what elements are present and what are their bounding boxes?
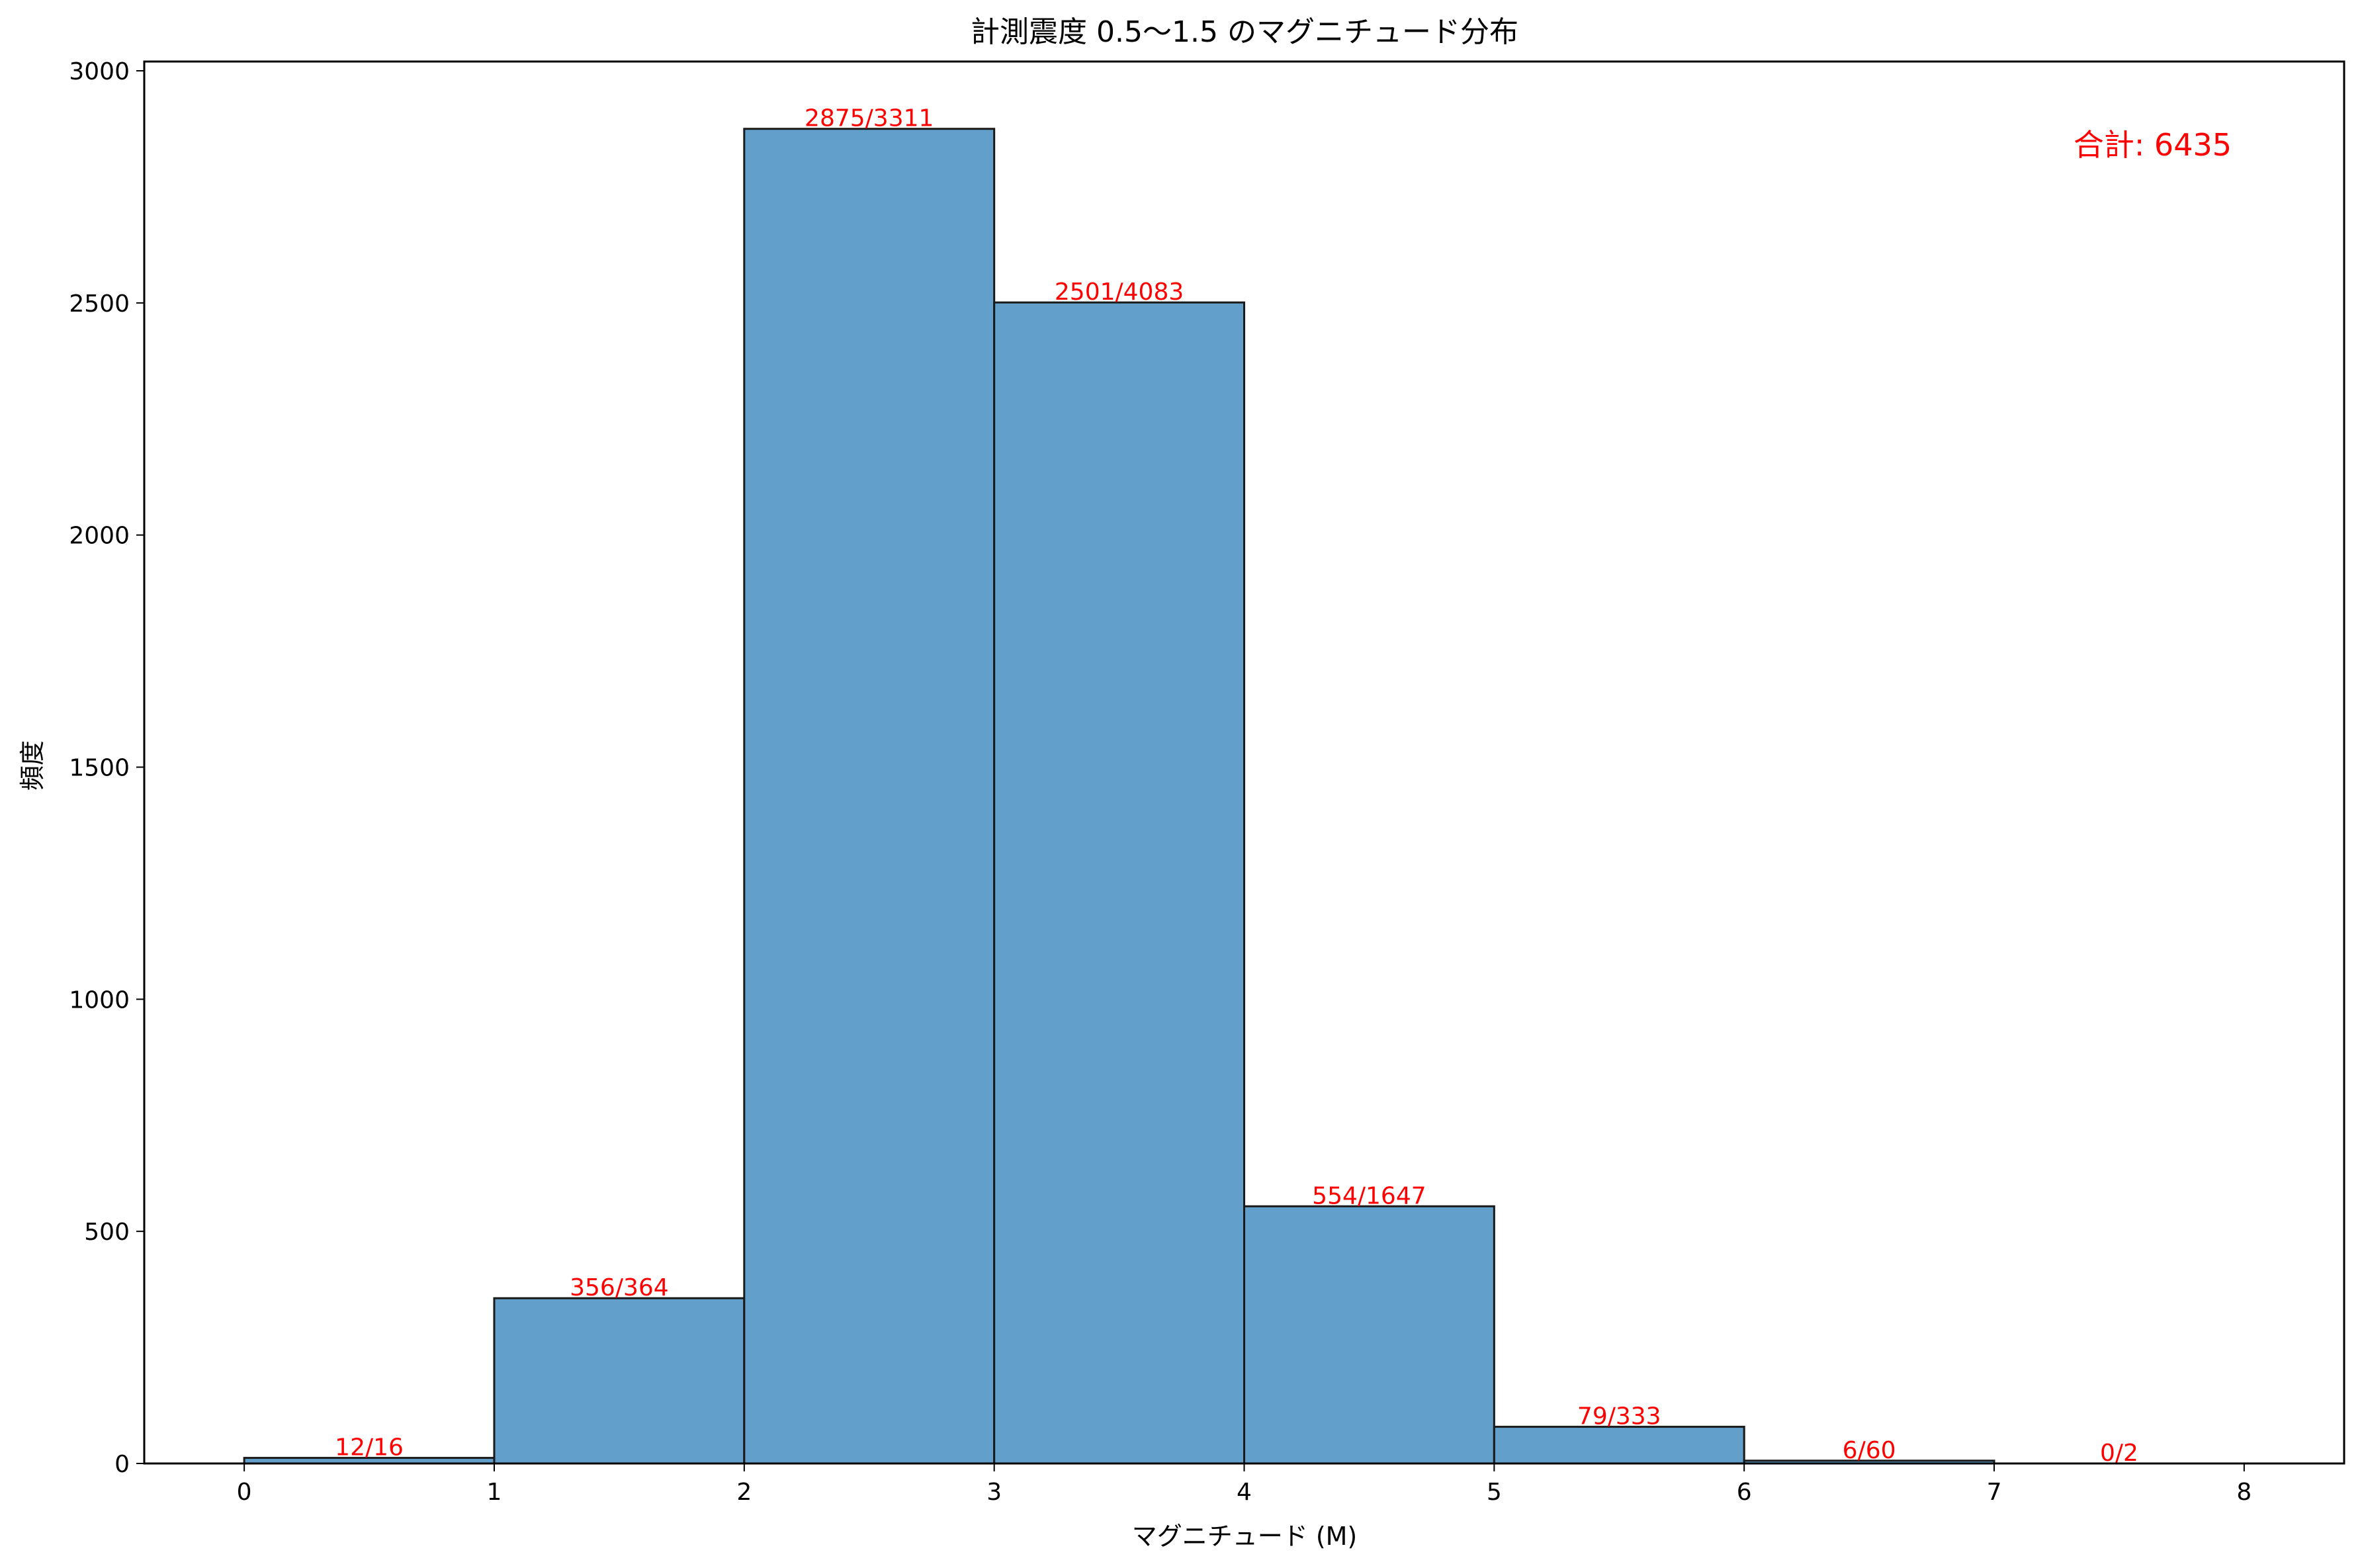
x-tick-label-6: 6 — [1737, 1479, 1752, 1506]
y-tick-label-5: 2500 — [69, 290, 130, 318]
y-tick-label-1: 500 — [84, 1219, 130, 1246]
y-ticks-group: 0 500 1000 1500 2000 2500 3000 — [69, 58, 144, 1478]
total-annotation: 合計: 6435 — [2074, 127, 2232, 163]
y-tick-label-2: 1000 — [69, 986, 130, 1014]
bar-label-0: 12/16 — [335, 1434, 404, 1461]
bar-label-4: 554/1647 — [1312, 1182, 1426, 1209]
x-tick-label-4: 4 — [1237, 1479, 1252, 1506]
bar-label-6: 6/60 — [1843, 1437, 1896, 1464]
bar-4 — [1243, 1205, 1495, 1465]
y-tick-label-4: 2000 — [69, 523, 130, 550]
bar-labels-group: 12/16 356/364 2875/3311 2501/4083 554/1647 79… — [335, 105, 2138, 1467]
bar-label-3: 2501/4083 — [1055, 279, 1184, 306]
bar-3 — [993, 301, 1245, 1465]
bar-label-7: 0/2 — [2100, 1440, 2138, 1467]
plot-frame — [143, 60, 2345, 1465]
bar-label-1: 356/364 — [570, 1274, 669, 1301]
x-tick-label-7: 7 — [1987, 1479, 2002, 1506]
bar-2 — [743, 128, 996, 1465]
x-axis-label: マグニチュード (M) — [1132, 1522, 1358, 1551]
x-tick-label-3: 3 — [986, 1479, 1002, 1506]
bar-1 — [493, 1297, 746, 1465]
bar-label-2: 2875/3311 — [805, 105, 934, 132]
y-tick-label-3: 1500 — [69, 755, 130, 782]
x-tick-label-1: 1 — [487, 1479, 502, 1506]
y-tick-label-0: 0 — [114, 1451, 130, 1478]
x-tick-label-5: 5 — [1487, 1479, 1502, 1506]
x-ticks-group: 0 1 2 3 4 5 6 7 8 — [237, 1463, 2252, 1506]
x-tick-label-2: 2 — [736, 1479, 752, 1506]
bar-5 — [1493, 1426, 1745, 1465]
y-axis-label: 頻度 — [18, 740, 47, 791]
x-tick-label-8: 8 — [2236, 1479, 2252, 1506]
bars-group — [243, 128, 1995, 1465]
bar-label-5: 79/333 — [1577, 1403, 1661, 1430]
y-tick-label-6: 3000 — [69, 58, 130, 85]
chart-title: 計測震度 0.5〜1.5 のマグニチュード分布 — [971, 15, 1518, 49]
x-tick-label-0: 0 — [237, 1479, 252, 1506]
